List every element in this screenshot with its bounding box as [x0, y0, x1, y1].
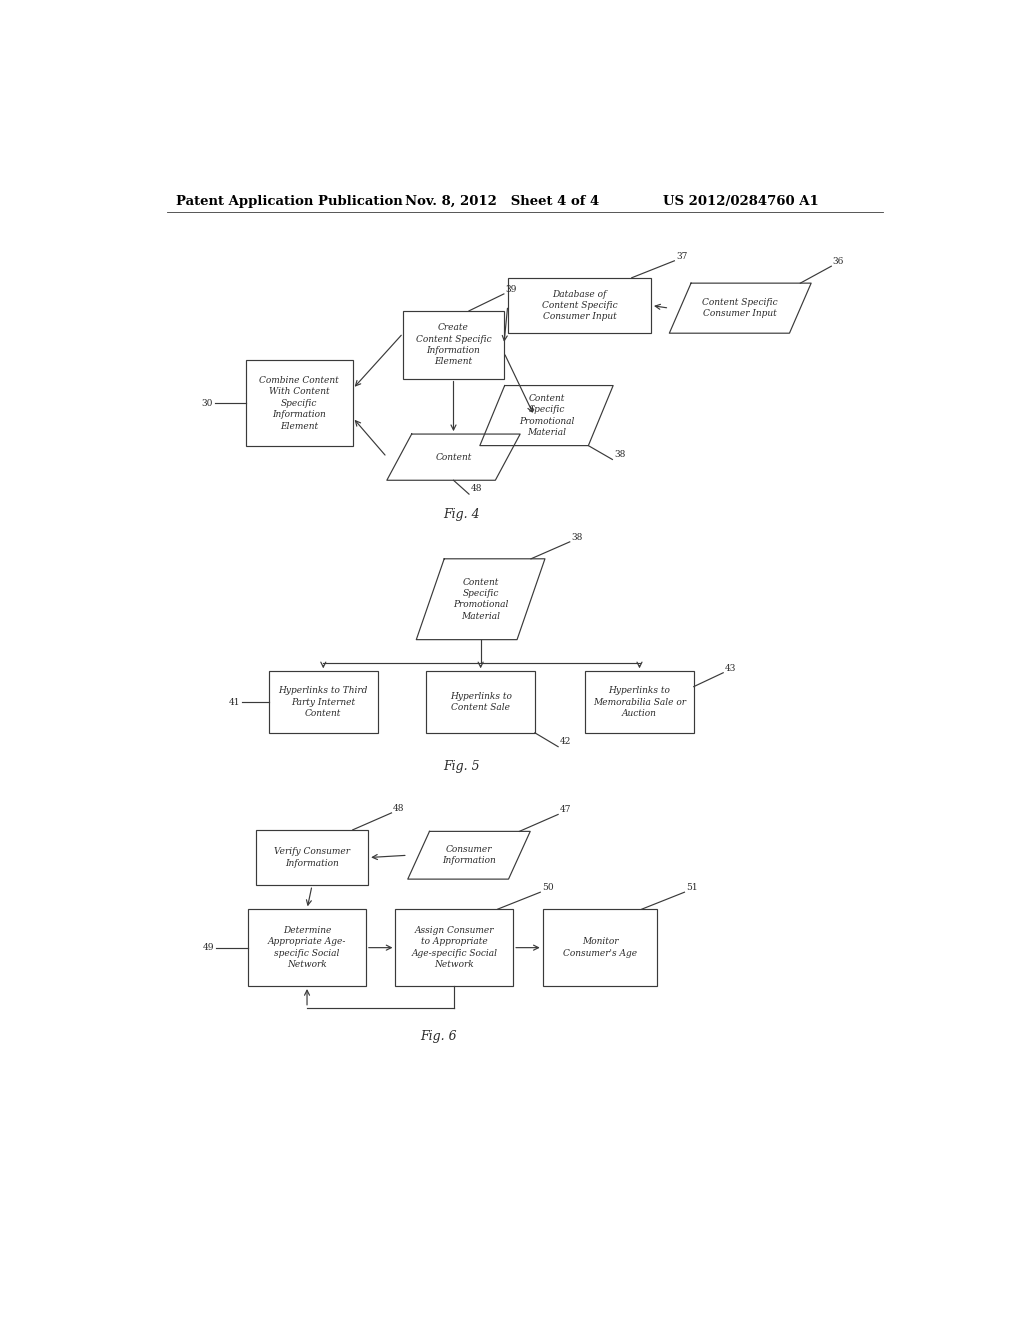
Text: 30: 30 [202, 399, 213, 408]
Text: Content: Content [435, 453, 472, 462]
Text: 43: 43 [725, 664, 736, 673]
Bar [395, 909, 513, 986]
Bar [426, 671, 535, 733]
Text: Hyperlinks to
Content Sale: Hyperlinks to Content Sale [450, 692, 512, 713]
Text: Hyperlinks to Third
Party Internet
Content: Hyperlinks to Third Party Internet Conte… [279, 686, 368, 718]
Text: Fig. 4: Fig. 4 [443, 508, 479, 520]
Text: 37: 37 [676, 252, 687, 261]
Text: Database of
Content Specific
Consumer Input: Database of Content Specific Consumer In… [542, 289, 617, 322]
Text: 39: 39 [506, 285, 517, 294]
Bar [248, 909, 366, 986]
Text: Determine
Appropriate Age-
specific Social
Network: Determine Appropriate Age- specific Soci… [268, 925, 346, 969]
Text: Consumer
Information: Consumer Information [442, 845, 496, 866]
Text: Assign Consumer
to Appropriate
Age-specific Social
Network: Assign Consumer to Appropriate Age-speci… [412, 925, 498, 969]
Bar [403, 312, 504, 379]
Bar [508, 277, 651, 333]
Bar [246, 360, 352, 446]
Text: Content Specific
Consumer Input: Content Specific Consumer Input [702, 298, 778, 318]
Bar [586, 671, 693, 733]
Text: 51: 51 [686, 883, 697, 892]
Text: Nov. 8, 2012   Sheet 4 of 4: Nov. 8, 2012 Sheet 4 of 4 [406, 195, 600, 209]
Text: Fig. 6: Fig. 6 [420, 1030, 457, 1043]
Text: Create
Content Specific
Information
Element: Create Content Specific Information Elem… [416, 323, 492, 367]
Text: 47: 47 [560, 805, 571, 814]
Text: Hyperlinks to
Memorabilia Sale or
Auction: Hyperlinks to Memorabilia Sale or Auctio… [593, 686, 686, 718]
Text: 36: 36 [833, 257, 844, 267]
Text: 49: 49 [203, 944, 214, 952]
Text: Content
Specific
Promotional
Material: Content Specific Promotional Material [453, 578, 508, 620]
Text: 48: 48 [471, 484, 482, 494]
Text: Verify Consumer
Information: Verify Consumer Information [274, 847, 350, 867]
Text: 42: 42 [560, 737, 571, 746]
Text: 38: 38 [571, 533, 583, 543]
Text: Combine Content
With Content
Specific
Information
Element: Combine Content With Content Specific In… [259, 376, 339, 430]
Text: US 2012/0284760 A1: US 2012/0284760 A1 [663, 195, 818, 209]
Text: Content
Specific
Promotional
Material: Content Specific Promotional Material [519, 393, 574, 437]
Text: 38: 38 [614, 450, 626, 459]
Bar [256, 830, 369, 886]
Text: Fig. 5: Fig. 5 [443, 760, 479, 774]
Bar [543, 909, 657, 986]
Text: 50: 50 [542, 883, 554, 892]
Text: 41: 41 [229, 697, 241, 706]
Text: Monitor
Consumer's Age: Monitor Consumer's Age [563, 937, 637, 958]
Bar [269, 671, 378, 733]
Text: 48: 48 [393, 804, 404, 813]
Text: Patent Application Publication: Patent Application Publication [176, 195, 402, 209]
